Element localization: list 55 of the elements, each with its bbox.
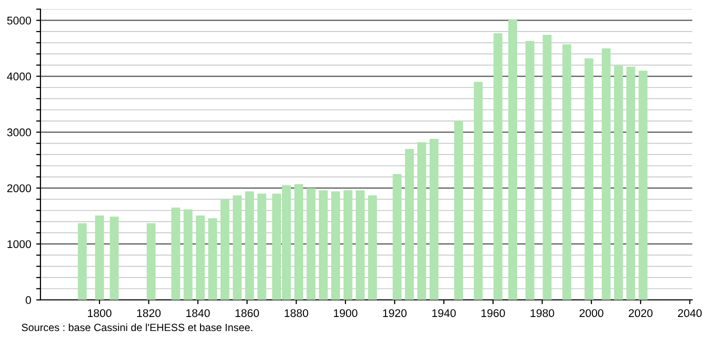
bar — [208, 218, 218, 300]
bar — [626, 66, 636, 300]
x-tick-label: 1860 — [236, 309, 259, 318]
bar — [430, 138, 438, 300]
y-tick-label: 1000 — [8, 240, 32, 248]
bar — [602, 48, 611, 300]
x-tick-label: 1820 — [137, 309, 161, 318]
bar — [171, 208, 180, 300]
bar — [110, 216, 119, 300]
bar — [614, 66, 623, 300]
bar — [306, 188, 316, 300]
bar — [184, 209, 192, 300]
bar — [245, 191, 254, 300]
bar — [404, 148, 414, 300]
bar — [454, 120, 464, 300]
y-tick-label: 2000 — [7, 184, 32, 192]
bar — [232, 195, 242, 300]
x-tick-label: 1920 — [383, 309, 407, 318]
x-tick-label: 1960 — [482, 309, 505, 318]
bar — [368, 195, 377, 300]
y-tick-label: 4000 — [6, 72, 32, 80]
bar — [294, 184, 304, 300]
bar — [474, 82, 483, 300]
bar — [356, 190, 365, 300]
bar — [95, 215, 104, 300]
bar — [220, 199, 230, 300]
x-tick-label: 1880 — [284, 309, 308, 318]
bar — [494, 33, 502, 300]
x-tick-label: 2020 — [628, 309, 653, 318]
bar — [525, 41, 534, 300]
x-tick-label: 1840 — [186, 309, 210, 318]
x-tick-label: 1940 — [432, 309, 456, 318]
y-tick-label: 3000 — [7, 128, 32, 136]
bar — [343, 190, 352, 300]
bar — [542, 34, 552, 300]
bar — [584, 58, 594, 300]
x-tick-label: 1800 — [88, 309, 112, 318]
x-tick-label: 1980 — [530, 309, 554, 318]
y-tick-label: 5000 — [7, 16, 32, 24]
source-note: Sources : base Cassini de l'EHESS et base Insee. — [22, 323, 252, 332]
x-tick-label: 2000 — [580, 309, 604, 318]
bar — [638, 70, 648, 300]
y-tick-label: 0 — [26, 296, 32, 304]
bar — [146, 223, 156, 300]
bar — [78, 223, 87, 300]
bar — [318, 190, 328, 300]
bar — [196, 215, 205, 300]
bar — [508, 19, 518, 300]
bar — [257, 194, 266, 300]
bar — [331, 191, 340, 300]
bar — [392, 174, 402, 300]
bar — [562, 44, 572, 300]
bar — [417, 142, 426, 300]
x-tick-label: 2040 — [678, 309, 702, 318]
x-tick-label: 1900 — [334, 309, 358, 318]
